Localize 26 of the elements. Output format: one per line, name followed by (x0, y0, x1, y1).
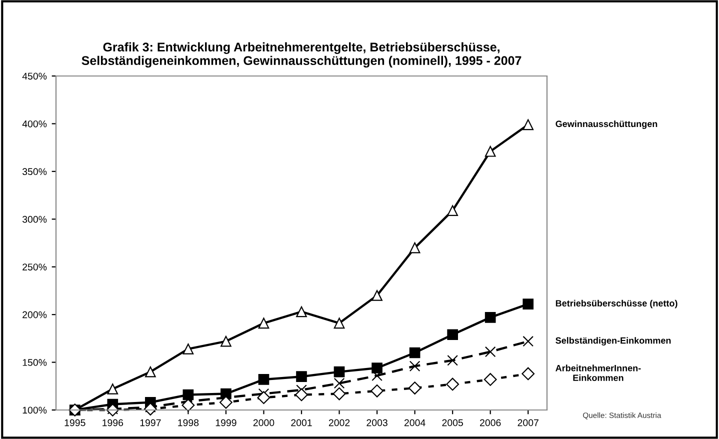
y-tick-label: 300% (22, 216, 47, 223)
x-tick-label: 1999 (216, 419, 236, 426)
y-tick-label: 150% (22, 359, 47, 366)
y-tick-label: 250% (22, 264, 47, 270)
x-tick-label: 1997 (140, 419, 161, 426)
chart-title: Grafik 3: Entwicklung Arbeitnehmerentgelte, Betriebsüberschüsse, Selbständigeneinkommen, Gewinnausschüttungen (nominell), 1995 - 2007 (82, 42, 522, 68)
x-tick-label: 2006 (480, 419, 501, 426)
x-tick-label: 1998 (178, 419, 199, 426)
text: Betriebsüberschüsse (netto) (556, 300, 678, 308)
x-tick-label: 2003 (366, 419, 388, 426)
x-tick-label: 2000 (253, 419, 274, 426)
x-tick-label: 2007 (518, 419, 538, 426)
y-tick-label: 100% (22, 406, 47, 414)
x-tick-label: 2005 (442, 419, 463, 426)
y-tick-label: 200% (22, 311, 47, 318)
x-tick-label: 2004 (404, 419, 426, 426)
text: Gewinnausschüttungen (556, 120, 658, 129)
text: Selbständigen-Einkommen (556, 337, 671, 346)
x-tick-label: 1996 (102, 419, 124, 426)
text: ArbeitnehmerInnen- Einkommen (556, 364, 641, 382)
x-tick-label: 1995 (64, 419, 86, 426)
x-tick-label: 2002 (328, 419, 350, 426)
y-tick-label: 400% (22, 120, 47, 128)
y-tick-label: 350% (22, 168, 47, 176)
y-tick-label: 450% (22, 72, 47, 80)
x-tick-label: 2001 (291, 419, 312, 426)
